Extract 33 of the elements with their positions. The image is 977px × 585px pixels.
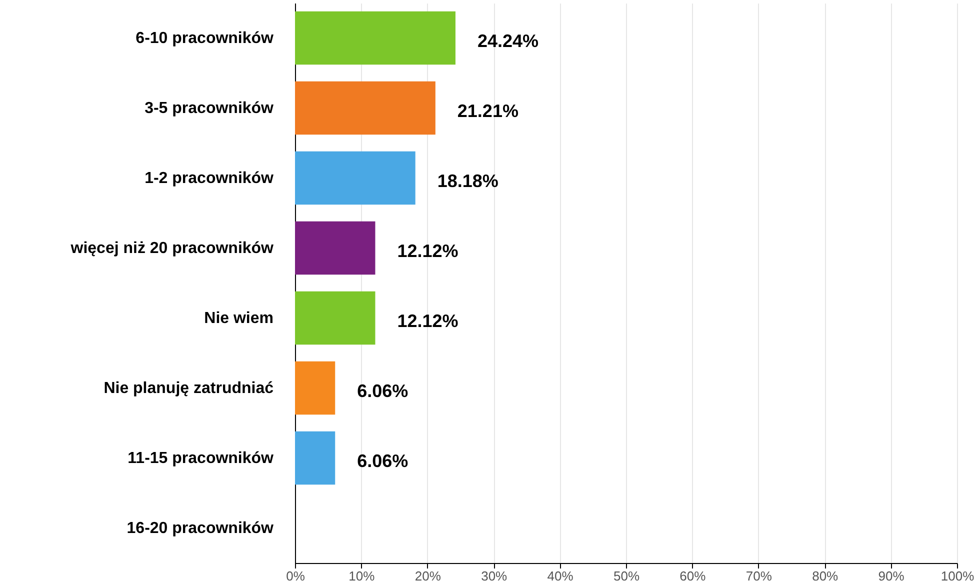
x-tick-label: 20%	[414, 568, 442, 584]
bar	[295, 431, 336, 485]
bar	[295, 361, 336, 415]
bar	[295, 151, 416, 205]
y-tick-label: 3-5 pracowników	[144, 100, 274, 117]
x-tick-label: 0%	[286, 568, 306, 584]
y-tick-label: Nie planuję zatrudniać	[104, 380, 274, 397]
x-tick-label: 90%	[878, 568, 905, 584]
x-tick-label: 70%	[746, 568, 772, 584]
x-tick-label: 80%	[812, 568, 839, 584]
x-tick-label: 10%	[348, 568, 376, 584]
x-tick-label: 50%	[613, 568, 640, 584]
bar	[295, 221, 376, 275]
x-tick-label: 40%	[547, 568, 574, 584]
data-label: 21.21%	[457, 101, 518, 121]
bar	[295, 81, 436, 135]
y-tick-label: 11-15 pracowników	[128, 450, 274, 467]
x-tick-label: 100%	[940, 568, 975, 584]
x-tick-label: 30%	[481, 568, 508, 584]
y-tick-label: 1-2 pracowników	[144, 170, 274, 187]
bar	[295, 291, 376, 345]
y-tick-label: Nie wiem	[204, 310, 274, 327]
y-tick-label: 6-10 pracowników	[136, 30, 274, 47]
data-label: 12.12%	[397, 311, 458, 331]
data-label: 24.24%	[477, 31, 539, 51]
x-tick-label: 60%	[680, 568, 706, 584]
data-label: 18.18%	[437, 171, 498, 191]
data-label: 6.06%	[357, 451, 408, 471]
bar	[295, 11, 456, 65]
y-tick-label: 16-20 pracowników	[126, 520, 274, 537]
data-label: 12.12%	[397, 241, 458, 261]
y-tick-label: więcej niż 20 pracowników	[70, 240, 274, 257]
data-label: 6.06%	[357, 381, 408, 401]
